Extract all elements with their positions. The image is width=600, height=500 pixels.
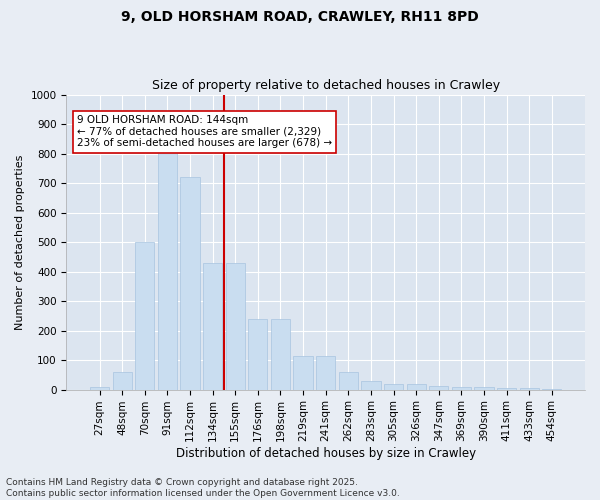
Bar [203,262,222,390]
Text: Contains HM Land Registry data © Crown copyright and database right 2025.
Contai: Contains HM Land Registry data © Crown c… [6,478,400,498]
Bar [226,262,245,390]
Bar [316,356,335,390]
Bar [135,242,154,390]
Bar [520,388,539,390]
Bar [542,388,562,390]
Bar [158,148,177,390]
Bar [361,380,380,390]
Bar [407,384,426,390]
Bar [271,319,290,390]
Bar [181,177,200,390]
Bar [452,386,471,390]
Y-axis label: Number of detached properties: Number of detached properties [15,154,25,330]
Bar [339,372,358,390]
Bar [384,384,403,390]
Bar [429,386,448,390]
Title: Size of property relative to detached houses in Crawley: Size of property relative to detached ho… [152,79,500,92]
Bar [475,387,494,390]
Text: 9 OLD HORSHAM ROAD: 144sqm
← 77% of detached houses are smaller (2,329)
23% of s: 9 OLD HORSHAM ROAD: 144sqm ← 77% of deta… [77,115,332,148]
Bar [248,319,268,390]
Bar [113,372,132,390]
Text: 9, OLD HORSHAM ROAD, CRAWLEY, RH11 8PD: 9, OLD HORSHAM ROAD, CRAWLEY, RH11 8PD [121,10,479,24]
Bar [90,387,109,390]
Bar [293,356,313,390]
Bar [497,388,516,390]
X-axis label: Distribution of detached houses by size in Crawley: Distribution of detached houses by size … [176,447,476,460]
